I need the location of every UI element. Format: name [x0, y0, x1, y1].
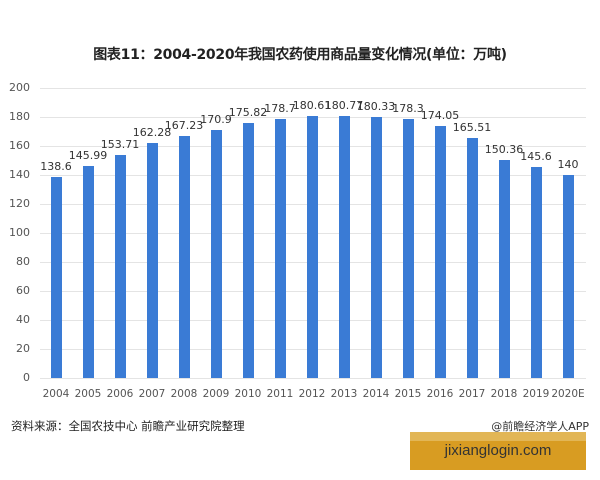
bar-2018: [498, 159, 510, 378]
y-axis-tick-label: 60: [16, 284, 30, 297]
bar-2011: [274, 118, 286, 378]
bar-2012: [306, 116, 318, 378]
bar-value-label: 180.61: [292, 99, 332, 113]
credit-note: @前瞻经济学人APP: [491, 420, 589, 433]
bar-value-label: 174.05: [420, 108, 460, 122]
watermark-text: jixianglogin.com: [444, 442, 552, 459]
x-axis-tick-label: 2015: [394, 388, 422, 400]
gridline: [40, 88, 586, 89]
bar-2020E: [562, 175, 574, 378]
bar-value-label: 150.36: [484, 142, 524, 156]
x-axis-tick-label: 2014: [362, 388, 390, 400]
bar-value-label: 153.71: [100, 138, 140, 152]
x-axis-tick-label: 2016: [426, 388, 454, 400]
x-axis-tick-label: 2017: [458, 388, 486, 400]
y-axis-tick-label: 100: [9, 226, 30, 239]
bar-2007: [146, 142, 158, 378]
x-axis-tick-label: 2013: [330, 388, 358, 400]
bar-value-label: 167.23: [164, 118, 204, 132]
y-axis-tick-label: 160: [9, 139, 30, 152]
x-axis-tick-label: 2007: [138, 388, 166, 400]
x-axis-tick-label: 2018: [490, 388, 518, 400]
watermark-banner: jixianglogin.com: [410, 432, 586, 470]
x-axis-tick-label: 2005: [74, 388, 102, 400]
x-axis-tick-label: 2004: [42, 388, 70, 400]
bar-2006: [114, 155, 126, 378]
bar-2016: [434, 125, 446, 378]
bar-2017: [466, 138, 478, 378]
bar-2005: [82, 166, 94, 378]
x-axis-tick-label: 2011: [266, 388, 294, 400]
bar-value-label: 170.9: [200, 113, 232, 127]
gridline: [40, 378, 586, 379]
bar-value-label: 140: [557, 158, 579, 171]
bar-value-label: 180.33: [356, 99, 396, 113]
bar-2010: [242, 123, 254, 378]
x-axis-tick-label: 2010: [234, 388, 262, 400]
chart-title: 图表11：2004-2020年我国农药使用商品量变化情况(单位：万吨): [93, 47, 507, 63]
bar-value-label: 138.6: [40, 160, 72, 174]
x-axis-tick-label: 2008: [170, 388, 198, 400]
bar-2014: [370, 116, 382, 378]
bar-value-label: 175.82: [228, 106, 268, 120]
bar-2009: [210, 130, 222, 378]
y-axis-tick-label: 140: [9, 168, 30, 181]
x-axis-tick-label: 2006: [106, 388, 134, 400]
bar-value-label: 180.77: [324, 98, 364, 112]
bar-2008: [178, 135, 190, 378]
x-axis-tick-label: 2020E: [551, 388, 585, 400]
bar-value-label: 178.7: [264, 101, 296, 115]
bar-value-label: 165.51: [452, 121, 492, 134]
bar-2015: [402, 119, 414, 378]
x-axis-tick-label: 2009: [202, 388, 230, 400]
bar-value-label: 145.99: [68, 149, 108, 163]
bar-2004: [50, 177, 62, 378]
y-axis-tick-label: 80: [16, 255, 30, 268]
y-axis-tick-label: 40: [16, 313, 30, 326]
bar-2013: [338, 115, 350, 378]
y-axis-tick-label: 0: [23, 371, 30, 384]
source-note: 资料来源：全国农技中心 前瞻产业研究院整理: [11, 419, 245, 433]
bar-value-label: 162.28: [132, 125, 172, 139]
y-axis-tick-label: 20: [16, 342, 30, 355]
bar-value-label: 145.6: [520, 149, 552, 163]
bar-2019: [530, 166, 542, 378]
y-axis-tick-label: 120: [9, 197, 30, 210]
x-axis-tick-label: 2019: [522, 388, 550, 400]
x-axis-tick-label: 2012: [298, 388, 326, 400]
y-axis-tick-label: 180: [9, 110, 30, 123]
watermark-stripe: [410, 432, 586, 441]
y-axis-tick-label: 200: [9, 81, 30, 94]
bar-value-label: 178.3: [392, 102, 424, 116]
